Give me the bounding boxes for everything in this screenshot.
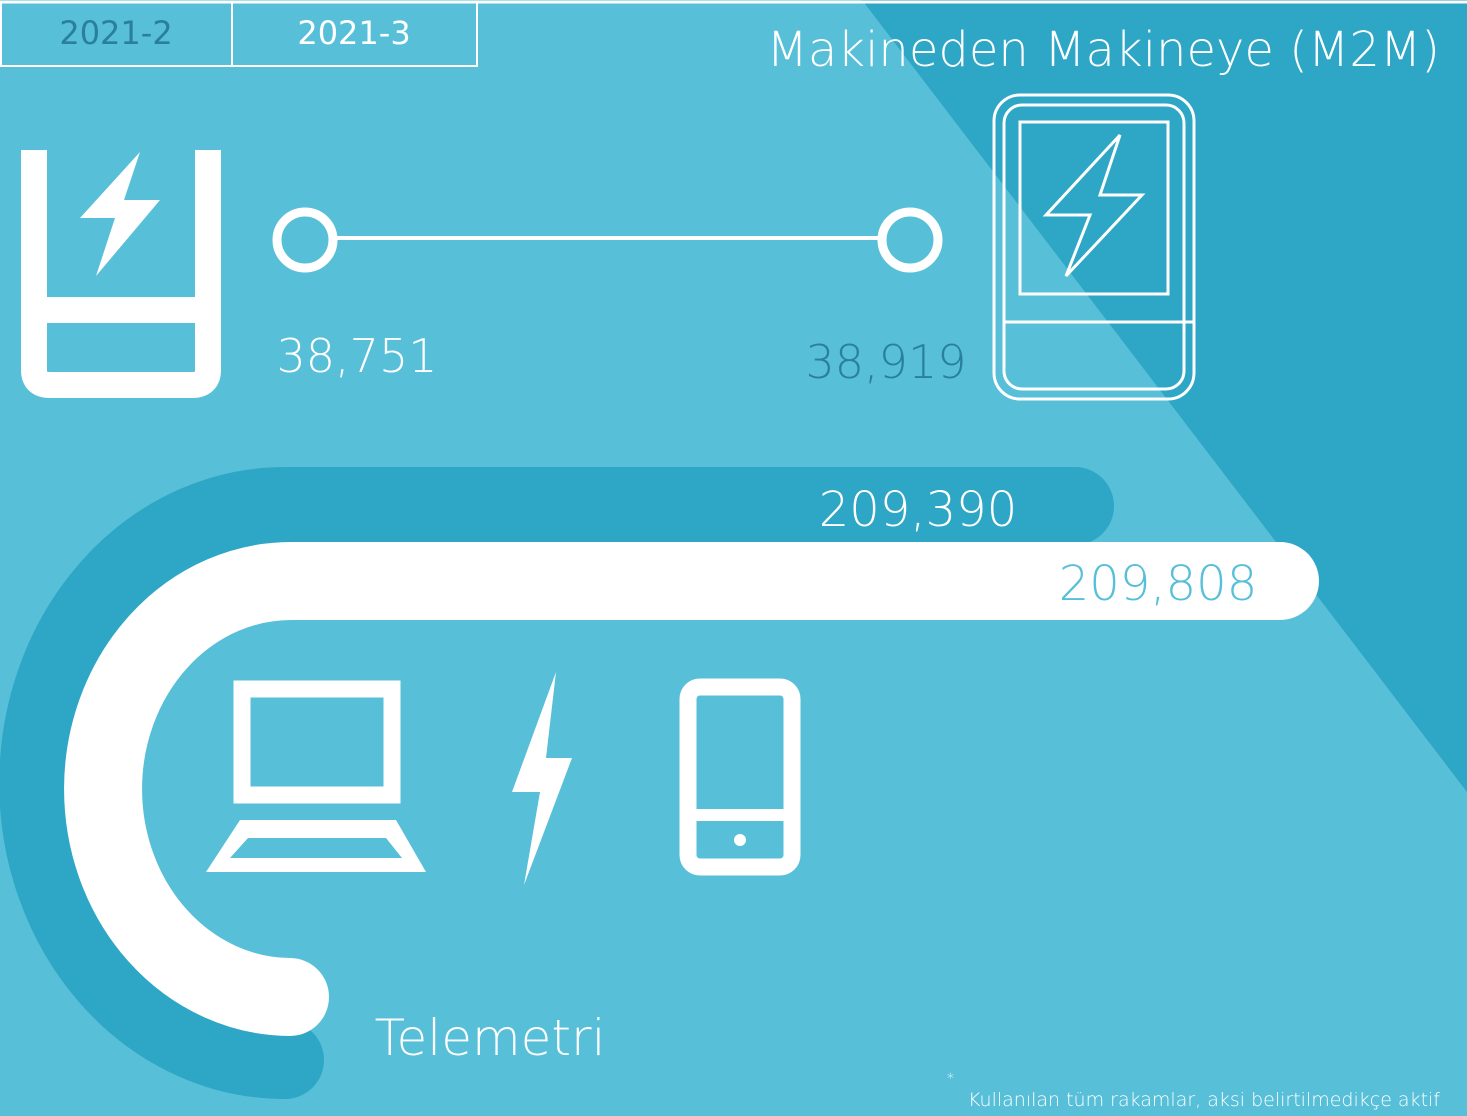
m2m-start-value: 38,751	[277, 329, 438, 383]
footnote-marker: *	[947, 1071, 954, 1087]
phone-icon	[679, 678, 801, 876]
title: Makineden Makineye (M2M)	[766, 22, 1440, 78]
telemetry-bands	[0, 467, 1319, 1099]
tablet-icon	[992, 93, 1196, 401]
tab[interactable]	[231, 1, 478, 67]
bolt-icon	[80, 152, 160, 276]
laptop-icon	[206, 680, 426, 872]
telemetry-current-value: 209,808	[1059, 556, 1258, 612]
footnote: Kullanılan tüm rakamlar, aksi belirtilme…	[968, 1089, 1440, 1111]
tab-label[interactable]: 2021-3	[297, 14, 410, 52]
tab-label[interactable]: 2021-2	[59, 14, 172, 52]
bolt-icon	[512, 672, 572, 885]
tab-bar: 2021-2 2021-3	[0, 0, 1467, 67]
m2m-device-icon	[21, 150, 221, 398]
telemetry-previous-value: 209,390	[819, 482, 1018, 538]
m2m-end-value: 38,919	[806, 335, 967, 389]
connector	[272, 207, 943, 273]
telemetry-label: Telemetri	[375, 1009, 606, 1067]
